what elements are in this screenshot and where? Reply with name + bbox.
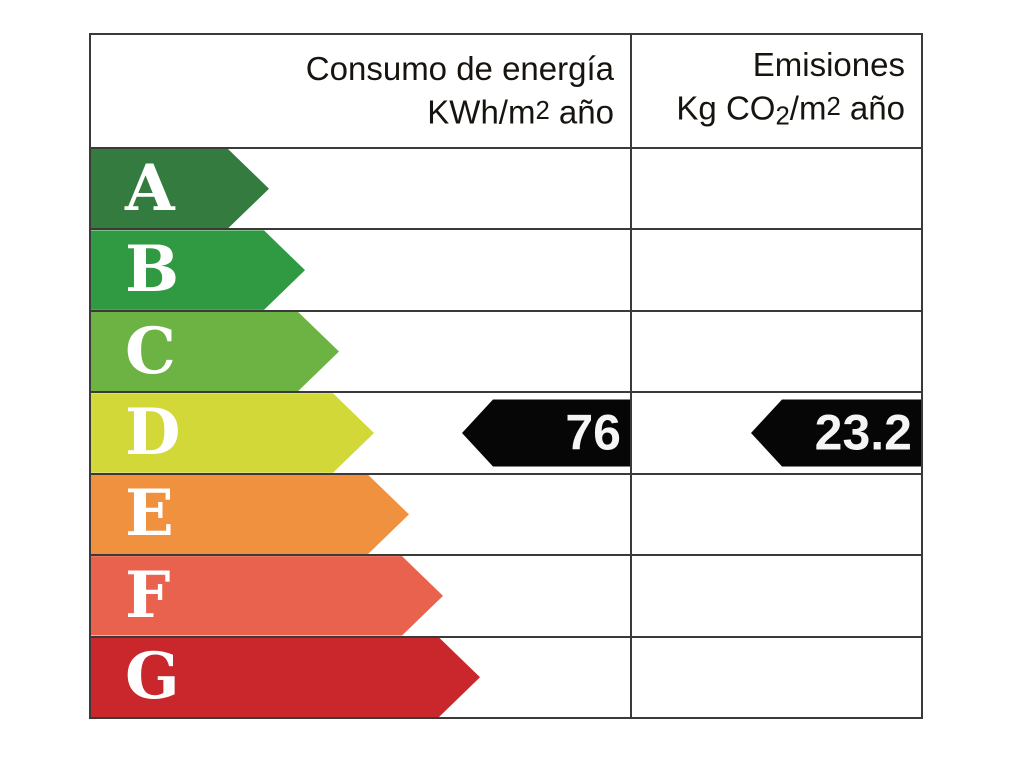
rating-letter-f: F xyxy=(125,557,171,633)
rating-arrow-d-icon: D xyxy=(91,393,374,472)
table-header: Consumo de energía KWh/m2 año Emisiones … xyxy=(91,35,921,147)
emissions-unit-prefix: Kg CO xyxy=(676,90,776,127)
consumption-unit-superscript: 2 xyxy=(535,97,550,126)
rating-table: Consumo de energía KWh/m2 año Emisiones … xyxy=(89,33,923,719)
rating-row-g: G xyxy=(91,635,921,717)
emissions-cell-d: 23.2 xyxy=(632,393,921,472)
consumption-header-line1: Consumo de energía xyxy=(305,50,614,88)
emissions-header-line2: Kg CO2/m2 año xyxy=(676,86,905,137)
emissions-unit-superscript: 2 xyxy=(826,93,841,122)
consumption-header-line2: KWh/m2 año xyxy=(427,90,614,134)
consumption-value-arrow-icon: 76 xyxy=(462,399,630,467)
rating-arrow-b-icon: B xyxy=(91,230,305,309)
rating-letter-c: C xyxy=(125,313,176,389)
emissions-cell-f xyxy=(632,556,921,635)
emissions-unit-subscript: 2 xyxy=(775,102,790,131)
consumption-unit-suffix: año xyxy=(549,93,614,131)
rating-row-a: A xyxy=(91,147,921,229)
rating-letter-b: B xyxy=(125,232,180,308)
consumption-cell-g: G xyxy=(91,637,632,717)
consumption-cell-c: C xyxy=(91,311,632,392)
rating-row-f: F xyxy=(91,554,921,636)
consumption-value: 76 xyxy=(565,404,621,461)
consumption-unit-prefix: KWh/m xyxy=(427,93,536,131)
emissions-header-line1: Emisiones xyxy=(752,46,905,84)
emissions-cell-c xyxy=(632,312,921,391)
consumption-cell-f: F xyxy=(91,556,632,636)
consumption-column-header: Consumo de energía KWh/m2 año xyxy=(91,35,632,147)
rating-letter-a: A xyxy=(125,150,175,226)
consumption-cell-a: A xyxy=(91,149,632,229)
rating-letter-g: G xyxy=(125,639,180,715)
emissions-column-header: Emisiones Kg CO2/m2 año xyxy=(632,35,921,147)
emissions-cell-b xyxy=(632,230,921,309)
emissions-cell-g xyxy=(632,638,921,717)
emissions-unit-mid: /m xyxy=(789,90,827,127)
rating-letter-e: E xyxy=(125,476,174,552)
rating-arrow-a-icon: A xyxy=(91,149,269,228)
rating-row-e: E xyxy=(91,472,921,555)
emissions-value-arrow-icon: 23.2 xyxy=(751,399,921,467)
rating-row-b: B xyxy=(91,228,921,310)
rating-row-c: C xyxy=(91,309,921,392)
consumption-cell-e: E xyxy=(91,474,632,555)
consumption-cell-d: D 76 xyxy=(91,393,632,473)
rating-arrow-f-icon: F xyxy=(91,556,443,635)
emissions-unit-suffix: año xyxy=(840,90,905,127)
rating-arrow-c-icon: C xyxy=(91,312,339,391)
emissions-cell-a xyxy=(632,149,921,228)
emissions-cell-e xyxy=(632,475,921,554)
emissions-value: 23.2 xyxy=(814,404,912,461)
rating-arrow-e-icon: E xyxy=(91,475,409,554)
rating-row-d: D 76 23.2 xyxy=(91,391,921,473)
rating-arrow-g-icon: G xyxy=(91,638,480,717)
consumption-cell-b: B xyxy=(91,230,632,310)
rating-letter-d: D xyxy=(125,394,181,470)
